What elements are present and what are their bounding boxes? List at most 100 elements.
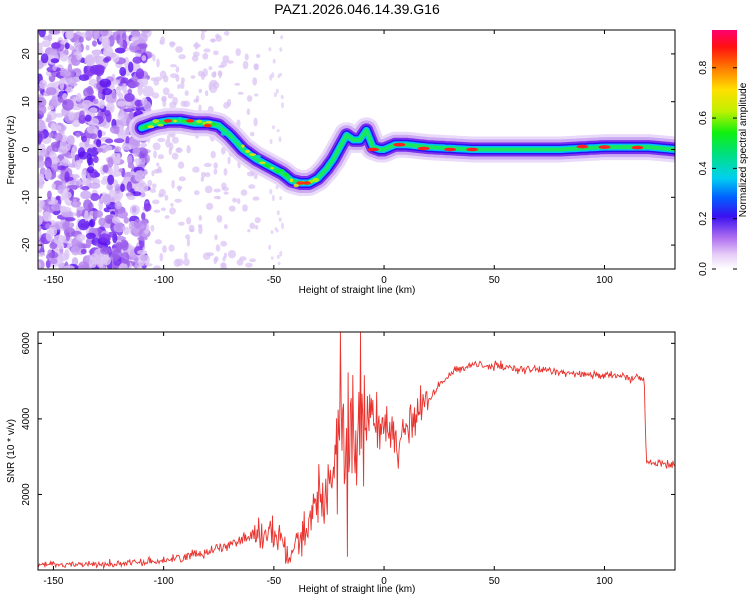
noise-blob [51, 183, 56, 190]
ridge-hotspot [152, 119, 159, 124]
noise-blob [117, 111, 125, 121]
noise-blob [107, 157, 114, 168]
noise-blob [156, 162, 160, 167]
noise-blob [152, 142, 161, 151]
colorbar-gradient [712, 30, 737, 269]
noise-blob [128, 61, 134, 73]
ridge-hotspot [249, 153, 257, 156]
noise-blob [38, 133, 43, 144]
noise-blob [278, 136, 282, 143]
noise-blob [171, 136, 179, 144]
noise-blob [167, 93, 174, 99]
noise-blob [138, 182, 149, 193]
noise-blob [59, 70, 72, 77]
noise-blob [223, 191, 229, 195]
ridge-hotspot [631, 145, 644, 150]
noise-blob [64, 218, 70, 230]
noise-blob [98, 217, 106, 227]
noise-blob [84, 210, 89, 222]
noise-blob [69, 82, 78, 87]
noise-blob [80, 181, 90, 186]
noise-blob [222, 55, 230, 63]
noise-blob [249, 222, 256, 230]
spectrogram-xlabel: Height of straight line (km) [299, 285, 416, 296]
noise-blob [73, 179, 82, 187]
noise-blob [254, 63, 259, 71]
noise-blob [223, 102, 230, 109]
noise-blob [220, 262, 227, 269]
ridge-hotspot [254, 154, 261, 159]
noise-blob [254, 93, 259, 97]
noise-blob [93, 64, 105, 75]
colorbar-tick-label: 0.2 [698, 211, 709, 225]
noise-blob [279, 196, 283, 201]
noise-blob [54, 132, 63, 142]
figure-title: PAZ1.2026.046.14.39.G16 [274, 1, 440, 17]
noise-blob [138, 33, 148, 44]
y-tick-label: 10 [21, 96, 32, 108]
noise-blob [93, 98, 99, 105]
noise-blob [59, 53, 69, 62]
noise-blob [183, 100, 191, 108]
noise-blob [96, 147, 104, 153]
ridge-hotspot [289, 178, 294, 183]
noise-blob [249, 258, 256, 263]
noise-blob [78, 261, 90, 269]
noise-blob [200, 176, 204, 182]
noise-blob [48, 251, 59, 259]
noise-blob [153, 169, 160, 174]
noise-blob [42, 211, 52, 222]
noise-blob [111, 216, 120, 224]
noise-blob [237, 91, 244, 95]
noise-blob [102, 50, 110, 57]
ridge-hotspot [192, 123, 197, 127]
noise-blob [72, 119, 81, 128]
noise-blob [138, 170, 145, 176]
noise-blob [216, 215, 223, 223]
ridge-hotspot [284, 172, 289, 177]
noise-blob [268, 47, 272, 52]
noise-blob [154, 239, 162, 245]
ridge-hotspot [302, 181, 311, 185]
noise-blob [38, 173, 45, 183]
noise-blob [198, 215, 202, 221]
noise-blob [273, 92, 277, 98]
noise-blob [143, 202, 152, 212]
noise-blob [270, 256, 274, 260]
spectral-ridge [139, 118, 675, 185]
noise-blob [64, 42, 70, 50]
y-tick-label: 20 [21, 48, 32, 60]
ridge-hotspot [241, 144, 245, 148]
noise-blob [235, 48, 241, 56]
noise-blob [87, 202, 94, 212]
noise-blob [169, 207, 176, 215]
noise-blob [99, 99, 105, 109]
ridge-hotspot [164, 119, 172, 123]
noise-blob [117, 100, 126, 107]
noise-blob [73, 41, 82, 48]
noise-blob [158, 188, 166, 197]
noise-blob [65, 231, 71, 242]
noise-blob [38, 251, 46, 257]
x-tick-label: 100 [596, 576, 613, 587]
ridge-hotspot [598, 145, 611, 149]
noise-blob [44, 156, 52, 169]
noise-blob [159, 70, 167, 79]
noise-blob [136, 265, 142, 269]
noise-blob [63, 265, 75, 269]
snr-ylabel: SNR (10 * v/v) [6, 419, 17, 483]
noise-blob [190, 75, 196, 79]
noise-blob [186, 238, 190, 247]
noise-blob [99, 233, 111, 243]
noise-blob [276, 129, 280, 133]
noise-blob [59, 79, 65, 91]
colorbar: 0.0 0.2 0.4 0.6 0.8 Normalized spectral ampl… [698, 30, 749, 276]
noise-blob [38, 60, 44, 70]
noise-blob [204, 90, 209, 97]
noise-blob [75, 92, 82, 102]
noise-blob [102, 164, 109, 173]
noise-blob [177, 161, 185, 169]
noise-blob [47, 190, 52, 200]
noise-blob [140, 254, 147, 262]
noise-blob [111, 92, 116, 99]
